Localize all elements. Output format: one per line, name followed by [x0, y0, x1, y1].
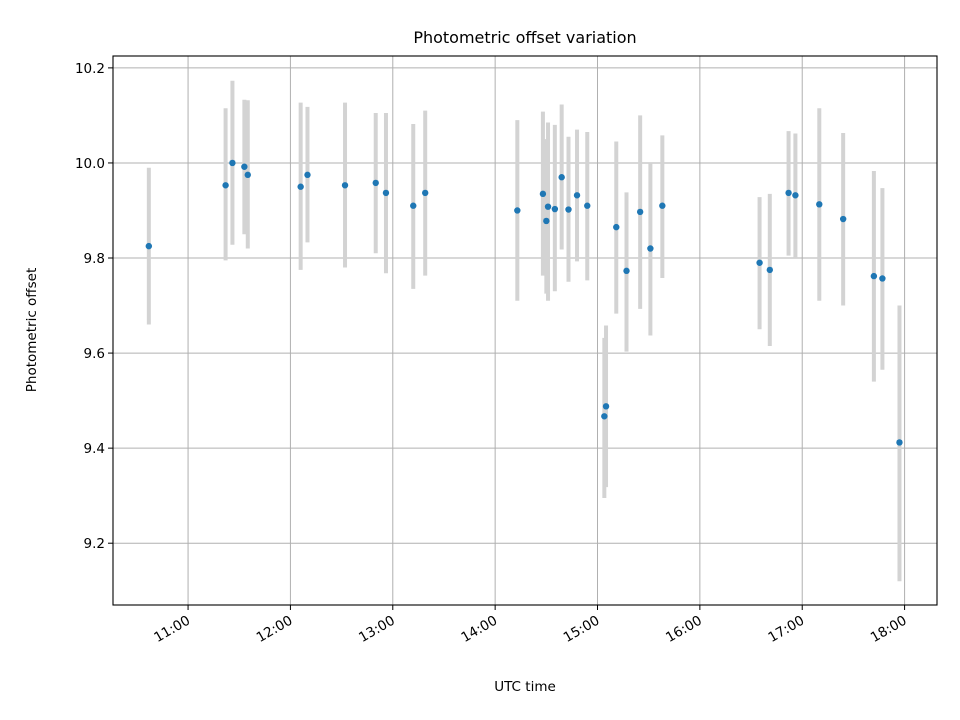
data-point: [244, 171, 251, 179]
data-point: [785, 189, 792, 197]
data-point: [539, 190, 547, 198]
data-point: [421, 189, 429, 197]
data-point: [636, 208, 644, 216]
data-point: [543, 217, 550, 225]
data-point: [601, 413, 608, 420]
data-point: [341, 182, 349, 189]
grid-lines: [113, 56, 937, 605]
data-point: [544, 203, 552, 210]
data-point: [514, 207, 521, 214]
y-tick-label: 9.4: [84, 441, 105, 457]
data-point: [222, 182, 229, 189]
data-point: [613, 223, 620, 231]
data-point: [659, 202, 666, 209]
data-point: [565, 206, 572, 213]
data-point: [766, 266, 774, 274]
data-point: [551, 205, 559, 213]
y-tick-label: 10.2: [75, 61, 105, 77]
data-point: [372, 179, 379, 187]
plot-frame: [112, 55, 938, 606]
data-point: [241, 163, 248, 170]
data-point: [229, 159, 236, 167]
y-axis-label: Photometric offset: [24, 268, 40, 392]
data-point: [623, 267, 630, 275]
data-point: [410, 202, 417, 209]
data-point: [896, 439, 903, 446]
y-tick-label: 9.8: [84, 251, 105, 267]
data-point: [573, 192, 581, 199]
data-point: [558, 174, 565, 181]
data-point: [297, 183, 304, 190]
data-point: [792, 192, 799, 199]
data-point: [816, 201, 823, 208]
y-tick-label: 9.6: [84, 346, 105, 362]
y-tick-label: 10.0: [75, 156, 105, 172]
data-point: [145, 242, 153, 250]
data-points: [145, 159, 903, 446]
y-axis-ticks: 9.2 9.4 9.6 9.8 10.0 10.2: [75, 61, 113, 552]
data-point: [382, 189, 390, 197]
chart-title: Photometric offset variation: [413, 28, 636, 47]
data-point: [304, 171, 311, 179]
data-point: [879, 275, 886, 282]
data-point: [647, 245, 654, 252]
data-point: [756, 259, 763, 266]
data-point: [584, 202, 591, 209]
y-tick-label: 9.2: [84, 536, 105, 552]
data-point: [839, 215, 847, 223]
plot-area: [113, 56, 937, 605]
data-point: [870, 272, 878, 280]
x-axis-label: UTC time: [494, 679, 556, 695]
data-point: [602, 403, 610, 410]
